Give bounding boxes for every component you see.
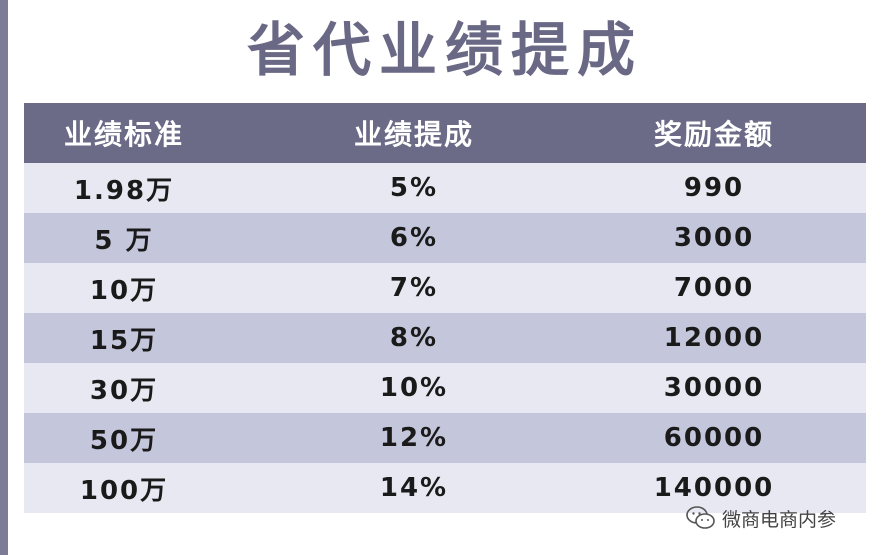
header-commission-rate: 业绩提成	[353, 118, 474, 151]
cell-standard: 30万	[89, 375, 159, 406]
cell-amount: 140000	[653, 473, 775, 503]
cell-standard: 5 万	[94, 225, 154, 256]
table-header-row: 业绩标准 业绩提成 奖励金额	[24, 103, 866, 163]
cell-rate: 10%	[379, 373, 449, 403]
cell-standard: 1.98万	[73, 175, 175, 206]
cell-standard: 10万	[89, 275, 159, 306]
cell-rate: 7%	[389, 273, 439, 303]
page-title: 省代业绩提成	[246, 16, 643, 84]
left-edge-bar	[0, 0, 8, 555]
wechat-icon	[686, 506, 715, 529]
cell-standard: 50万	[89, 425, 159, 456]
cell-rate: 5%	[389, 173, 439, 203]
cell-rate: 12%	[379, 423, 449, 453]
cell-rate: 14%	[379, 473, 449, 503]
table-row: 5 万 6% 3000	[24, 213, 866, 263]
table-row: 30万 10% 30000	[24, 363, 866, 413]
table-row: 100万 14% 140000	[24, 463, 866, 513]
cell-amount: 60000	[663, 423, 765, 453]
header-reward-amount: 奖励金额	[653, 118, 774, 151]
cell-amount: 30000	[663, 373, 765, 403]
commission-table: 业绩标准 业绩提成 奖励金额 1.98万 5% 990 5 万 6% 3000 …	[24, 103, 866, 513]
table-row: 15万 8% 12000	[24, 313, 866, 363]
table-row: 50万 12% 60000	[24, 413, 866, 463]
cell-amount: 7000	[673, 273, 755, 303]
cell-standard: 100万	[79, 475, 169, 506]
watermark: 微商电商内参	[686, 500, 836, 536]
cell-standard: 15万	[89, 325, 159, 356]
cell-amount: 12000	[663, 323, 765, 353]
header-performance-standard: 业绩标准	[63, 118, 184, 151]
cell-amount: 990	[683, 173, 745, 203]
cell-amount: 3000	[673, 223, 755, 253]
table-row: 10万 7% 7000	[24, 263, 866, 313]
watermark-text: 微商电商内参	[722, 508, 837, 531]
cell-rate: 6%	[389, 223, 439, 253]
cell-rate: 8%	[389, 323, 439, 353]
table-row: 1.98万 5% 990	[24, 163, 866, 213]
